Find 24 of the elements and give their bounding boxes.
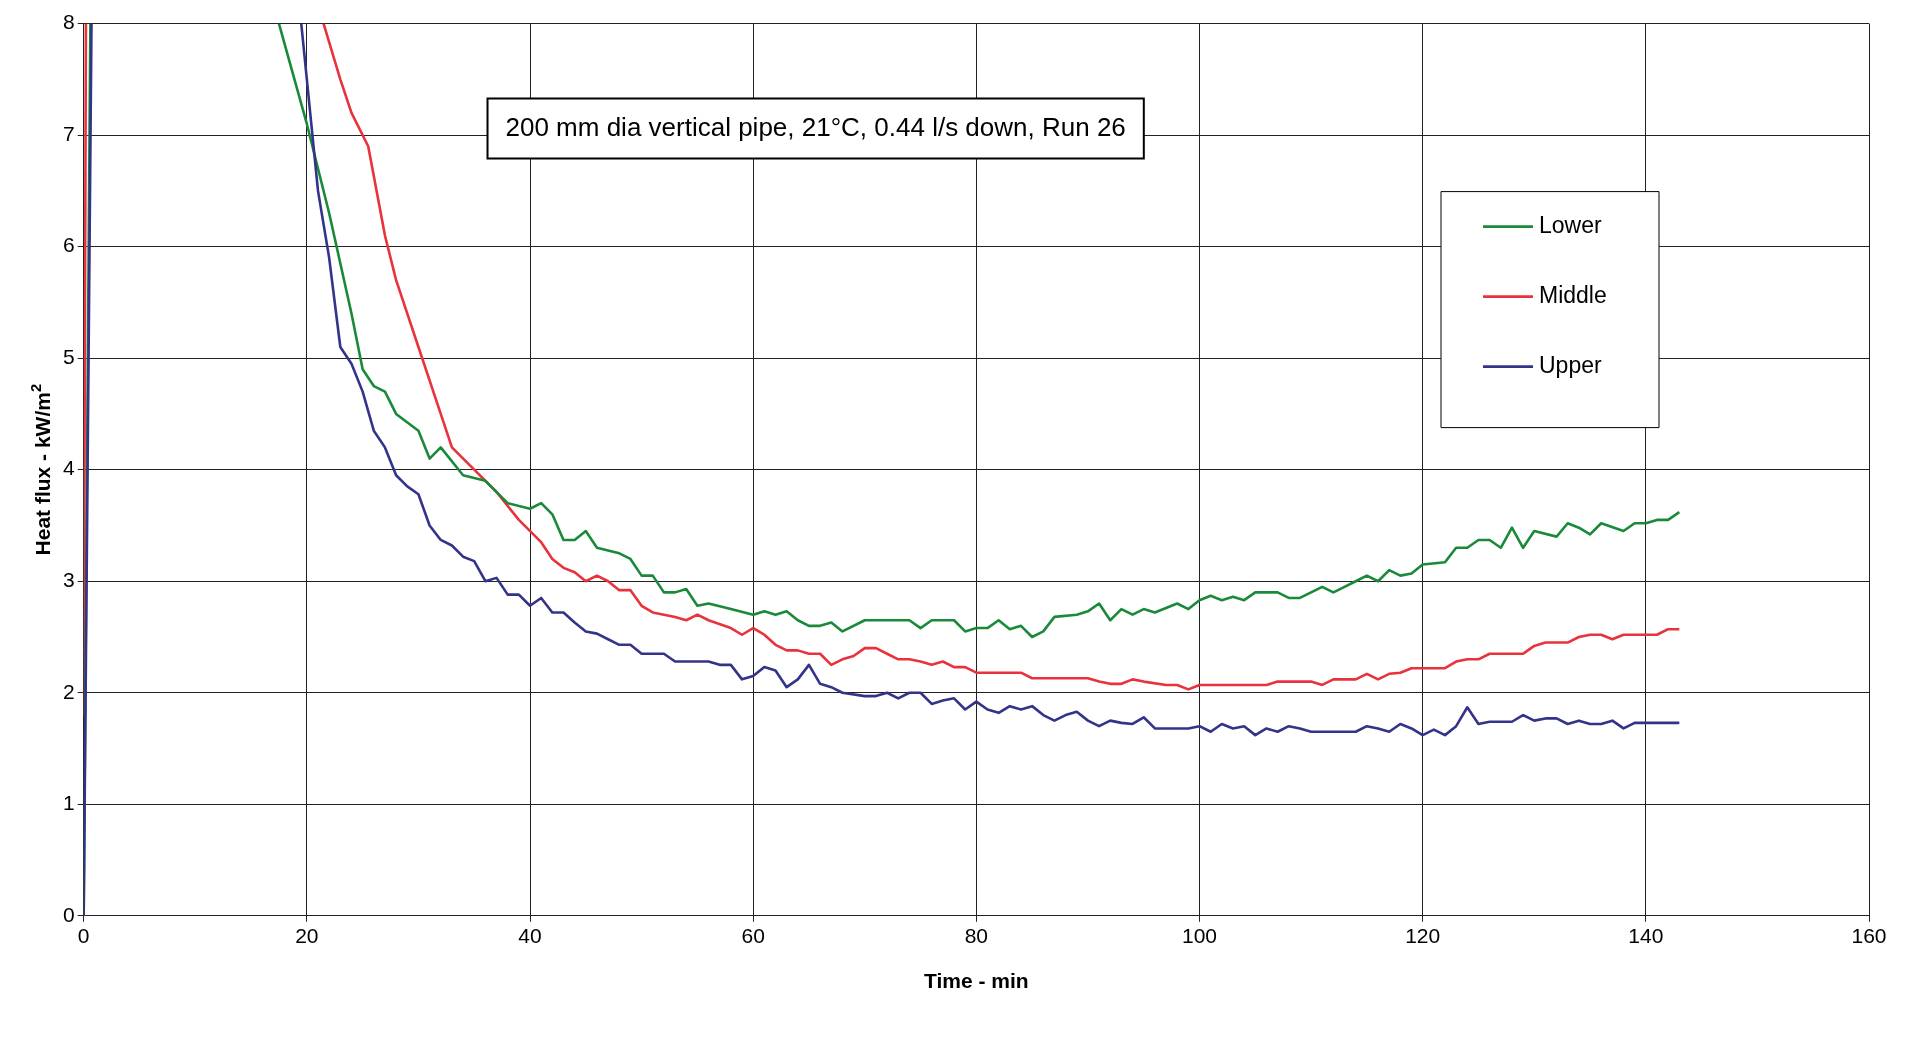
y-tick-label: 7 bbox=[62, 121, 75, 145]
y-tick-label: 2 bbox=[62, 679, 75, 703]
legend-label: Middle bbox=[1539, 281, 1607, 308]
x-tick-label: 100 bbox=[1181, 924, 1218, 948]
y-axis-title: Heat flux - kW/m2 bbox=[27, 383, 54, 556]
x-axis-title: Time - min bbox=[924, 968, 1029, 992]
y-tick-label: 0 bbox=[62, 902, 75, 926]
y-tick-label: 8 bbox=[62, 10, 75, 34]
x-tick-label: 60 bbox=[741, 924, 765, 948]
y-tick-label: 3 bbox=[62, 568, 75, 592]
x-tick-label: 160 bbox=[1851, 924, 1887, 948]
x-tick-label: 40 bbox=[518, 924, 542, 948]
y-tick-label: 4 bbox=[62, 456, 75, 480]
x-tick-label: 80 bbox=[964, 924, 989, 948]
annotation: 200 mm dia vertical pipe, 21°C, 0.44 l/s down, Run 26 bbox=[505, 111, 1126, 142]
y-tick-label: 1 bbox=[62, 791, 75, 815]
legend-label: Upper bbox=[1539, 351, 1602, 378]
x-tick-label: 20 bbox=[295, 924, 319, 948]
x-tick-label: 120 bbox=[1405, 924, 1441, 948]
y-tick-label: 6 bbox=[62, 233, 75, 257]
x-tick-label: 140 bbox=[1628, 924, 1664, 948]
legend-label: Lower bbox=[1539, 211, 1602, 238]
y-tick-label: 5 bbox=[62, 344, 75, 368]
x-tick-label: 0 bbox=[77, 924, 90, 948]
